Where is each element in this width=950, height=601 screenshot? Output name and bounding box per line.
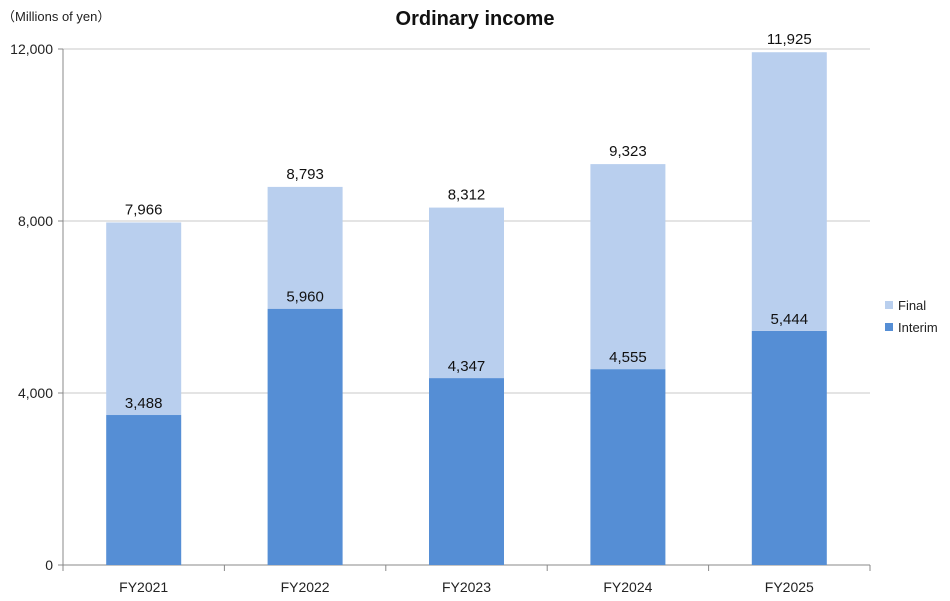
x-tick-label: FY2022 (281, 579, 330, 595)
bar-final (267, 186, 343, 309)
chart-title: Ordinary income (395, 8, 555, 30)
bar-interim (429, 378, 504, 565)
x-tick-label: FY2024 (603, 579, 652, 595)
data-label-total: 7,966 (125, 201, 163, 218)
data-label-total: 8,312 (448, 187, 486, 204)
bar-final (590, 164, 666, 370)
bar-final (429, 207, 504, 379)
data-label-total: 8,793 (286, 166, 324, 183)
data-label-interim: 3,488 (125, 395, 163, 412)
bar-interim (751, 330, 827, 565)
data-label-interim: 5,960 (286, 289, 324, 306)
bar-interim (590, 369, 666, 565)
x-tick-label: FY2021 (119, 579, 168, 595)
bar-interim (267, 308, 343, 565)
y-tick-label: 12,000 (10, 41, 53, 57)
y-tick-label: 8,000 (18, 213, 53, 229)
bar-final (751, 52, 827, 331)
data-label-total: 11,925 (767, 31, 812, 48)
y-tick-label: 4,000 (18, 385, 53, 401)
y-tick-label: 0 (45, 557, 53, 573)
data-label-interim: 4,347 (448, 358, 486, 375)
data-label-interim: 5,444 (771, 311, 809, 328)
bar-interim (106, 415, 182, 565)
legend-label: Interim (898, 320, 938, 335)
x-tick-label: FY2023 (442, 579, 491, 595)
unit-label: （Millions of yen） (2, 9, 111, 24)
bar-final (106, 222, 182, 416)
legend-swatch (885, 323, 893, 331)
data-label-interim: 4,555 (609, 349, 647, 366)
data-label-total: 9,323 (609, 143, 647, 160)
legend: Final Interim (885, 298, 938, 335)
legend-swatch (885, 301, 893, 309)
legend-label: Final (898, 298, 926, 313)
x-tick-label: FY2025 (765, 579, 814, 595)
